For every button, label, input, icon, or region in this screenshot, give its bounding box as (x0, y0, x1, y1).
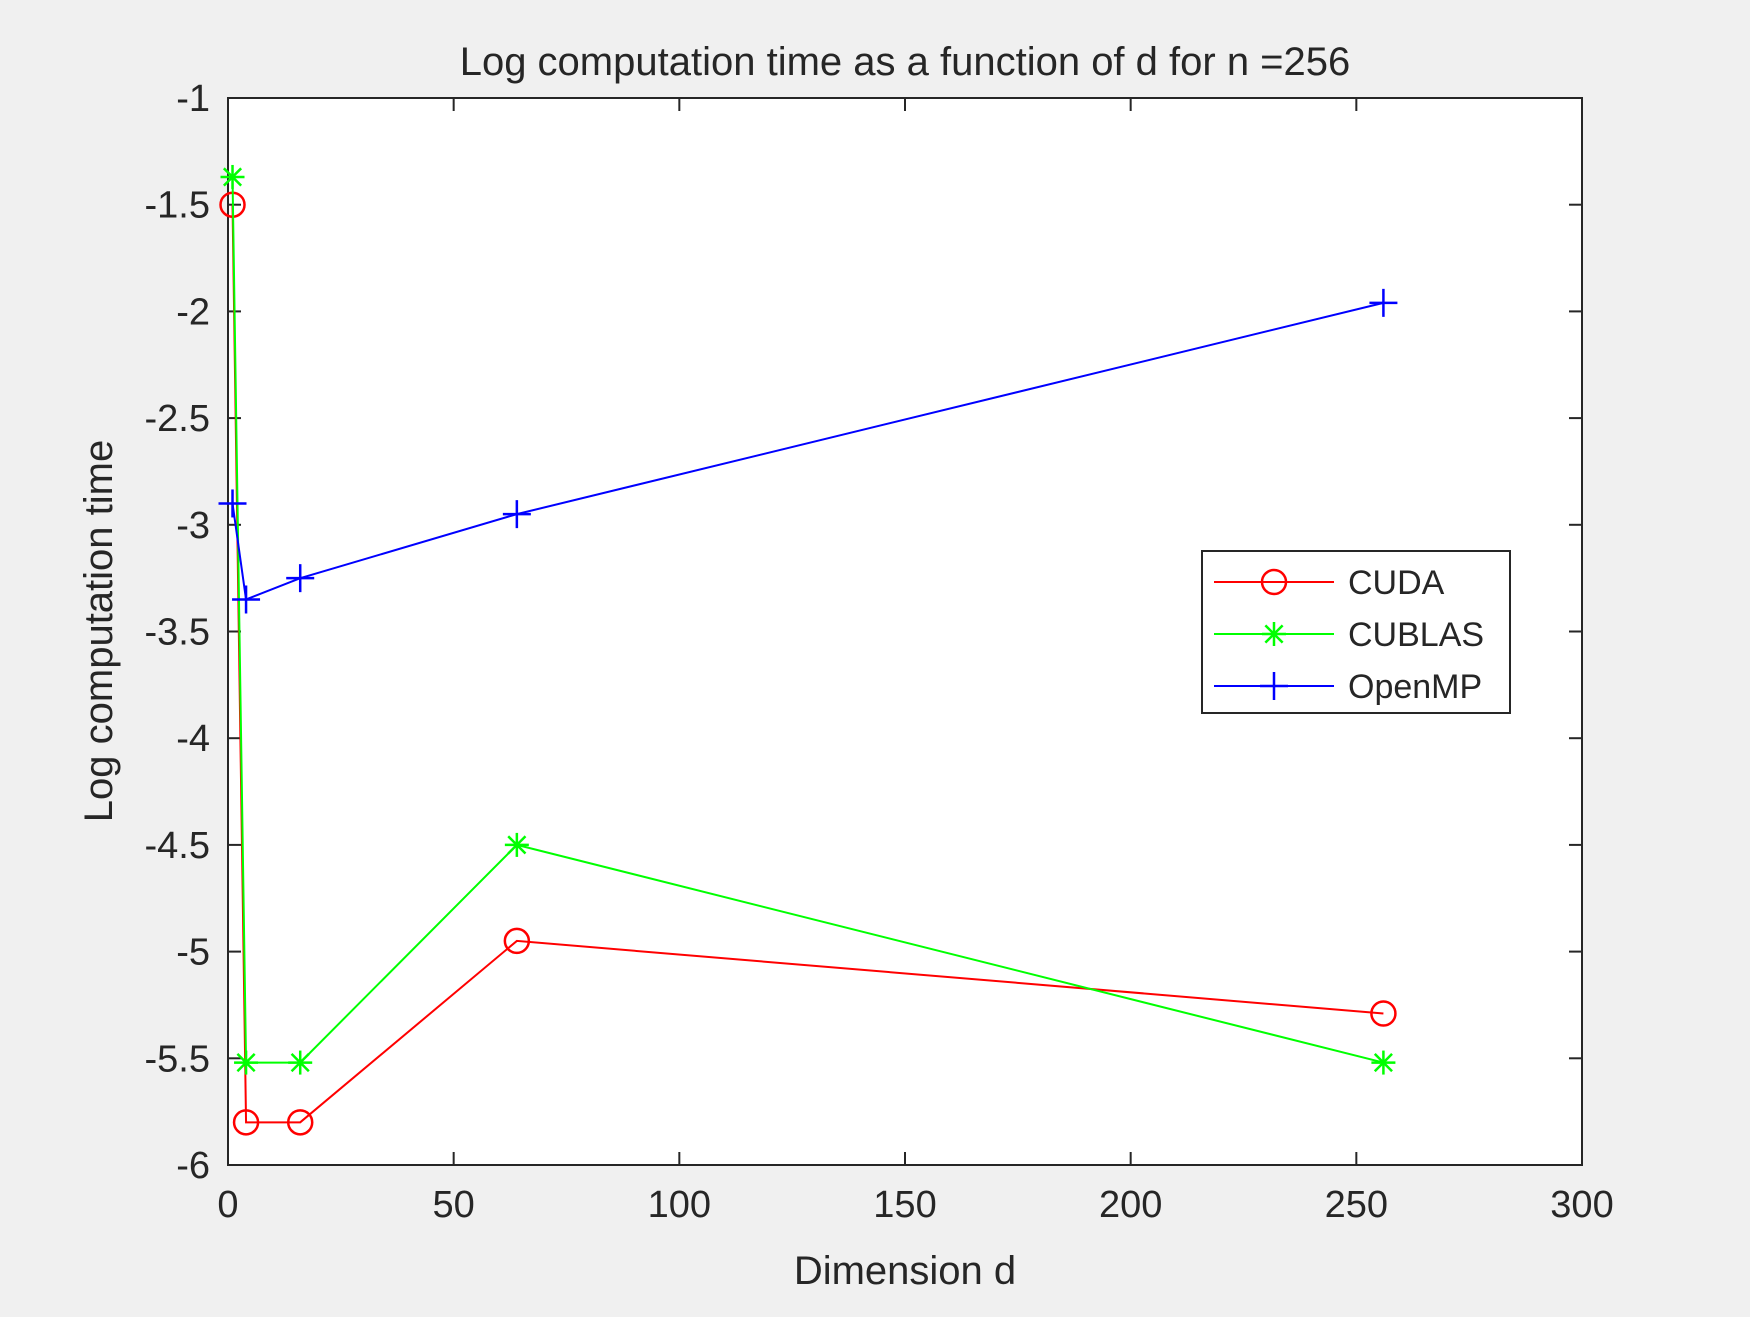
data-point-cuda (503, 927, 531, 955)
y-tick-label: -2 (176, 291, 210, 333)
data-point-cuda (286, 1109, 314, 1136)
data-point-cuda (232, 1109, 260, 1136)
y-tick-label: -3 (176, 505, 210, 547)
marker-circle (232, 1109, 260, 1136)
series-cublas (220, 164, 1396, 1075)
chart-title: Log computation time as a function of d … (460, 40, 1351, 84)
y-tick-label: -1 (176, 78, 210, 120)
marker-circle (286, 1109, 314, 1136)
x-tick-label: 0 (217, 1184, 238, 1226)
series-layer (218, 164, 1398, 1136)
marker-circle (1370, 1000, 1397, 1027)
marker-ast-d2 (1373, 1053, 1393, 1073)
legend-entry-cuda: CUDA (1214, 564, 1445, 602)
marker-ast-d2 (507, 835, 527, 855)
legend-label: CUDA (1348, 564, 1445, 602)
y-tick-label: -4 (176, 718, 210, 760)
legend-marker (1262, 622, 1286, 646)
data-point-openmp (232, 585, 261, 614)
legend-entries: CUDA CUBLAS OpenMP (1214, 564, 1484, 706)
marker-circle (1260, 568, 1288, 596)
x-tick-label: 200 (1099, 1184, 1162, 1226)
y-tick-label: -4.5 (145, 825, 210, 867)
x-axis-label: Dimension d (794, 1249, 1016, 1293)
legend-marker (1260, 568, 1288, 596)
y-tick-label: -5 (176, 932, 210, 974)
x-tick-label: 250 (1325, 1184, 1388, 1226)
marker-circle (503, 927, 531, 955)
data-point-cublas (234, 1050, 259, 1075)
y-tick-label: -5.5 (145, 1038, 210, 1080)
y-tick-label: -6 (176, 1145, 210, 1187)
data-point-openmp (218, 489, 247, 518)
y-tick-label: -2.5 (145, 398, 210, 440)
marker-ast-d2 (236, 1053, 256, 1073)
data-point-openmp (286, 564, 315, 593)
y-tick-label: -3.5 (145, 612, 210, 654)
data-point-openmp (502, 500, 531, 529)
legend-entry-cublas: CUBLAS (1214, 616, 1484, 654)
data-point-cublas (288, 1050, 313, 1075)
legend-marker (1260, 672, 1288, 700)
legend-label: OpenMP (1348, 668, 1482, 706)
data-point-cublas (1371, 1050, 1396, 1075)
marker-ast-d2 (1264, 624, 1284, 644)
x-tick-label: 300 (1550, 1184, 1613, 1226)
y-tick-label: -1.5 (145, 185, 210, 227)
y-axis-label: Log computation time (77, 440, 121, 822)
series-openmp (218, 288, 1398, 614)
legend-label: CUBLAS (1348, 616, 1484, 654)
data-point-cublas (220, 164, 245, 189)
legend: CUDA CUBLAS OpenMP (1201, 550, 1511, 714)
legend-entry-openmp: OpenMP (1214, 668, 1482, 706)
x-tick-label: 150 (873, 1184, 936, 1226)
ticks-layer: 0 50 100 150 200 250 300 -1 -1.5 -2 -2.5 -3 -3.5 -4 -4… (145, 78, 1614, 1226)
data-point-cuda (1370, 1000, 1397, 1027)
data-point-openmp (1369, 288, 1398, 317)
x-tick-label: 100 (648, 1184, 711, 1226)
marker-ast-d2 (290, 1053, 310, 1073)
marker-ast-d2 (222, 167, 243, 187)
x-tick-label: 50 (433, 1184, 475, 1226)
data-point-cublas (504, 832, 529, 857)
